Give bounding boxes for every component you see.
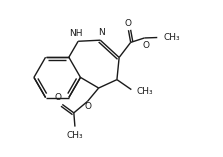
- Text: N: N: [98, 28, 105, 37]
- Text: O: O: [125, 19, 132, 28]
- Text: O: O: [142, 41, 149, 50]
- Text: CH₃: CH₃: [163, 33, 180, 42]
- Text: CH₃: CH₃: [67, 131, 83, 140]
- Text: O: O: [54, 93, 61, 102]
- Text: NH: NH: [69, 29, 82, 38]
- Text: CH₃: CH₃: [136, 87, 153, 96]
- Text: O: O: [85, 102, 92, 111]
